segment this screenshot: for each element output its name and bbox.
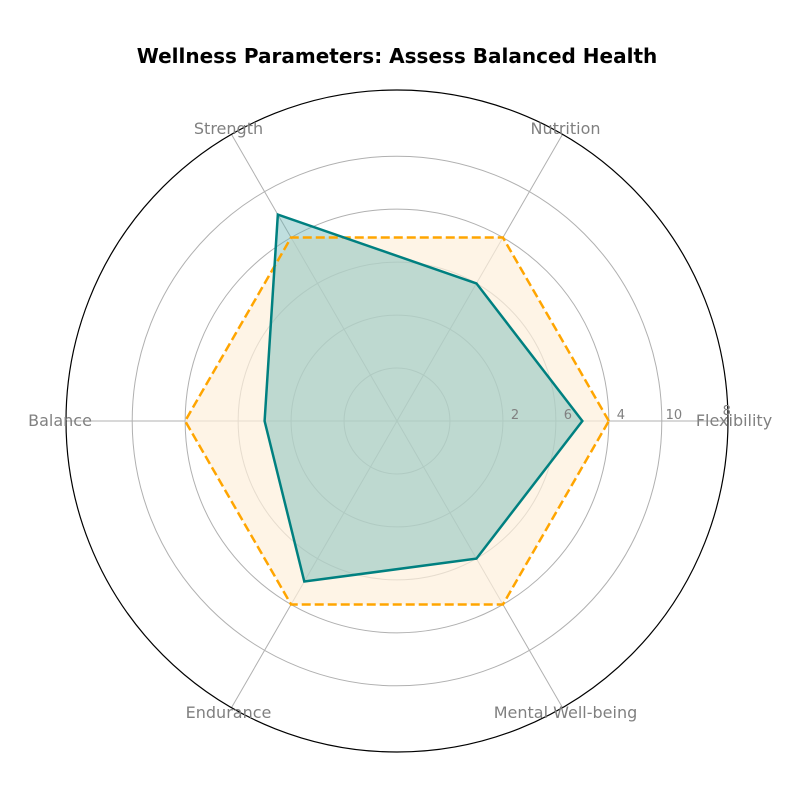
series-layer (183, 212, 611, 606)
series-line (263, 212, 584, 583)
series-line (183, 236, 611, 606)
radial-tick-label: 6 (564, 408, 572, 423)
category-labels: Flexibility Nutrition Strength Balance Endur… (28, 119, 772, 722)
radial-tick-label: 4 (617, 408, 625, 423)
category-label: Balance (28, 411, 92, 430)
category-label: Flexibility (696, 411, 772, 430)
category-label: Strength (194, 119, 263, 138)
radial-tick-labels: 2 6 4 10 8 (511, 404, 731, 423)
chart-title: Wellness Parameters: Assess Balanced Hea… (137, 44, 658, 68)
category-label: Nutrition (530, 119, 600, 138)
category-label: Mental Well-being (494, 703, 638, 722)
outer-frame (65, 89, 729, 753)
radial-tick-label: 2 (511, 408, 519, 423)
series-area (185, 237, 609, 605)
category-label: Endurance (186, 703, 272, 722)
series-area (264, 214, 583, 582)
radial-tick-label: 10 (666, 408, 683, 423)
radial-tick-label: 8 (723, 404, 731, 419)
